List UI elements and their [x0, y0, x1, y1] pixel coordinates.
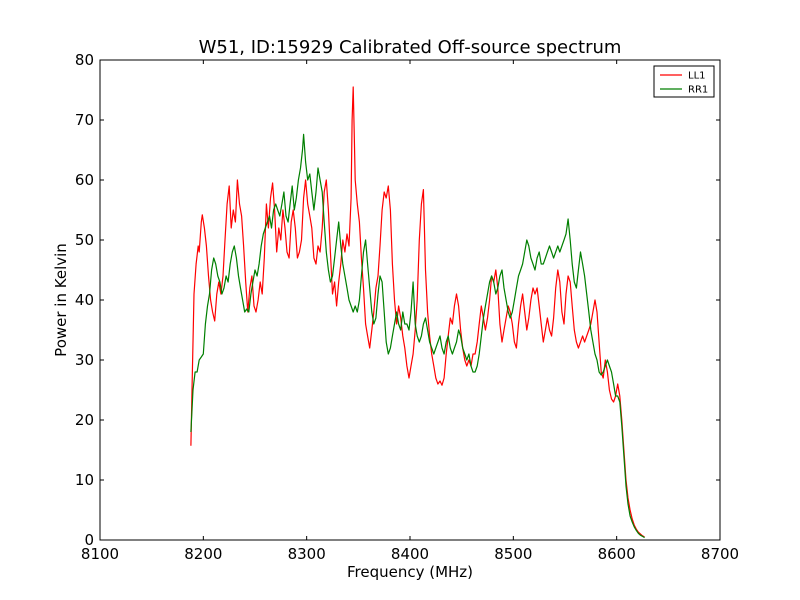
x-tick-label: 8700: [701, 545, 739, 563]
y-tick-label: 20: [75, 411, 94, 429]
series-line-rr1: [190, 133, 645, 539]
x-tick-label: 8200: [184, 545, 222, 563]
series-group: [190, 86, 645, 539]
y-tick-label: 40: [75, 291, 94, 309]
legend-box: [653, 65, 715, 98]
tick-labels: 8100 8200 8300 8400 8500 8600 8700 0 10 20 30 40 50 6…: [75, 51, 739, 563]
x-tick-label: 8100: [81, 545, 119, 563]
y-tick-label: 50: [75, 231, 94, 249]
x-tick-label: 8500: [494, 545, 532, 563]
y-tick-label: 60: [75, 171, 94, 189]
plot-background: [100, 60, 720, 540]
series-line-ll1: [190, 86, 645, 538]
legend-label-ll1: LL1: [688, 71, 706, 82]
plot-area: [99, 59, 721, 541]
plot-frame: [99, 59, 721, 541]
y-tick-label: 10: [75, 471, 94, 489]
y-tick-label: 30: [75, 351, 94, 369]
y-axis-label: Power in Kelvin: [52, 243, 70, 357]
y-tick-label: 0: [84, 531, 94, 549]
y-tick-label: 70: [75, 111, 94, 129]
chart-title: W51, ID:15929 Calibrated Off-source spec…: [199, 37, 622, 58]
x-tick-label: 8400: [391, 545, 429, 563]
x-tick-label: 8600: [598, 545, 636, 563]
x-axis-label: Frequency (MHz): [347, 563, 473, 581]
legend-label-rr1: RR1: [688, 85, 708, 96]
x-tick-label: 8300: [288, 545, 326, 563]
y-tick-label: 80: [75, 51, 94, 69]
